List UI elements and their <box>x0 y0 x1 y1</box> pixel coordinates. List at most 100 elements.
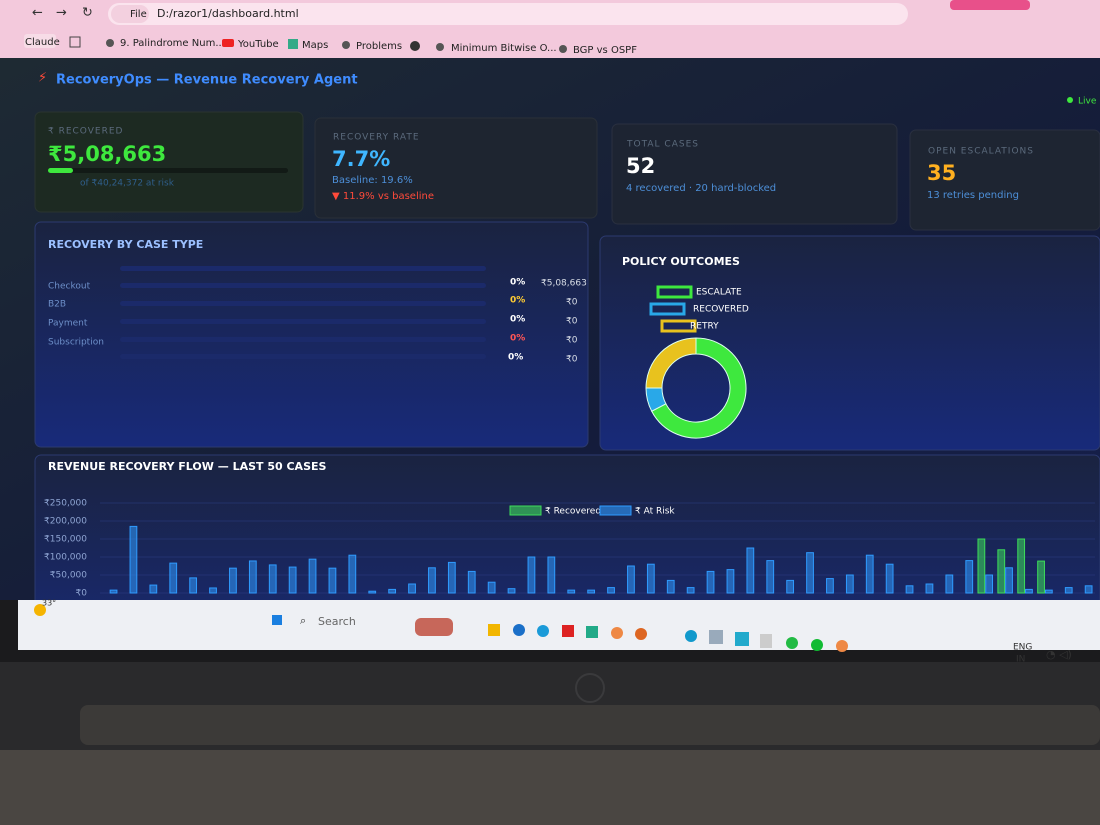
kpi-card <box>34 111 304 213</box>
search-box[interactable]: Search <box>318 615 356 628</box>
language[interactable]: ENG <box>1013 643 1032 653</box>
bar <box>587 589 596 594</box>
apps-icon[interactable] <box>69 36 81 48</box>
bar <box>746 547 755 594</box>
app-icon[interactable] <box>786 637 798 649</box>
live-status: Live <box>1078 97 1097 107</box>
bar <box>209 587 217 594</box>
app-icon[interactable] <box>415 618 453 636</box>
bar <box>408 583 416 594</box>
case-label: Subscription <box>48 338 104 348</box>
back-button[interactable]: ← <box>32 6 43 21</box>
scheme: File <box>130 9 147 20</box>
panel <box>599 235 1100 451</box>
legend-label: RECOVERED <box>693 305 749 315</box>
progress-track <box>120 266 486 271</box>
bar <box>865 554 874 594</box>
bookmark[interactable] <box>24 34 56 48</box>
forward-button[interactable]: → <box>56 6 67 21</box>
y-tick-label: ₹100,000 <box>44 553 87 563</box>
bar <box>945 574 954 594</box>
panel <box>34 454 1100 600</box>
laptop-hinge <box>80 705 1100 745</box>
app-icon[interactable] <box>635 628 647 640</box>
reload-button[interactable]: ↻ <box>82 6 93 21</box>
case-label: Checkout <box>48 282 91 292</box>
bar <box>826 578 834 594</box>
kpi-value: ₹5,08,663 <box>48 142 166 166</box>
bar <box>487 581 496 594</box>
app-icon[interactable] <box>836 640 848 652</box>
laptop-body <box>0 750 1100 825</box>
case-rate: 0% <box>510 278 525 288</box>
app-icon[interactable] <box>735 632 749 646</box>
progress-track <box>48 168 288 173</box>
bar <box>607 587 615 594</box>
kpi-label: ₹ RECOVERED <box>48 127 123 137</box>
panel-title: POLICY OUTCOMES <box>622 255 740 268</box>
start-button[interactable] <box>272 615 282 625</box>
bookmark-label[interactable]: Maps <box>302 40 328 51</box>
kpi-label: OPEN ESCALATIONS <box>928 147 1034 157</box>
case-rate: 0% <box>508 353 523 363</box>
bar <box>169 562 178 594</box>
bar <box>268 564 277 594</box>
bar <box>997 549 1006 594</box>
legend-label: ESCALATE <box>696 288 742 298</box>
search-icon: ⌕ <box>300 614 306 627</box>
bar <box>1025 588 1033 594</box>
url: D:/razor1/dashboard.html <box>157 7 299 20</box>
app-icon[interactable] <box>611 627 623 639</box>
kpi-card <box>314 117 598 219</box>
taskbar-apps <box>415 618 848 652</box>
kpi-note: of ₹40,24,372 at risk <box>80 179 175 189</box>
panel <box>34 221 589 448</box>
progress-track <box>120 283 486 288</box>
bookmark-label[interactable]: YouTube <box>237 39 279 50</box>
bar <box>1005 567 1013 594</box>
kpi-value: 35 <box>927 161 956 185</box>
app-icon[interactable] <box>709 630 723 644</box>
donut-chart: ESCALATE RECOVERED RETRY <box>645 285 749 439</box>
app-icon[interactable] <box>811 639 823 651</box>
bookmark-label[interactable]: Claude <box>25 37 60 48</box>
app-icon[interactable] <box>685 630 697 642</box>
bookmark-label[interactable]: Minimum Bitwise O... <box>451 43 557 54</box>
progress-track <box>120 301 486 306</box>
kpi-note: 13 retries pending <box>927 190 1019 201</box>
region[interactable]: IN <box>1016 655 1025 665</box>
bar <box>686 587 695 594</box>
profile-chip[interactable] <box>950 0 1030 10</box>
laptop-logo <box>575 673 605 703</box>
app-icon[interactable] <box>488 624 500 636</box>
live-dot <box>1067 97 1073 103</box>
progress-track <box>120 354 486 359</box>
app-icon[interactable] <box>586 626 598 638</box>
case-amount: ₹0 <box>566 336 578 346</box>
address-bar[interactable] <box>108 3 908 25</box>
bar <box>149 584 158 594</box>
tray-icons[interactable]: ◔ ◁) <box>1046 648 1072 661</box>
case-label: B2B <box>48 300 66 310</box>
kpi-value: 7.7% <box>332 147 390 171</box>
app-icon[interactable] <box>562 625 574 637</box>
scheme-chip[interactable] <box>111 5 149 23</box>
bar <box>348 554 357 594</box>
app-icon[interactable] <box>537 625 549 637</box>
app-icon[interactable] <box>760 634 772 648</box>
bar <box>1037 560 1045 594</box>
bookmark-icon <box>222 39 234 47</box>
bar <box>447 561 456 594</box>
bookmark-label[interactable]: Problems <box>356 41 402 52</box>
kpi-note: 4 recovered · 20 hard-blocked <box>626 183 776 194</box>
bookmark-label[interactable]: BGP vs OSPF <box>573 45 637 56</box>
app-icon[interactable] <box>513 624 525 636</box>
bar <box>905 585 914 594</box>
bar <box>977 538 986 594</box>
bookmark-label[interactable]: 9. Palindrome Num... <box>120 38 225 49</box>
bar <box>985 574 994 594</box>
legend-swatch <box>509 505 542 516</box>
bar <box>109 589 118 594</box>
legend-swatch <box>649 302 686 316</box>
